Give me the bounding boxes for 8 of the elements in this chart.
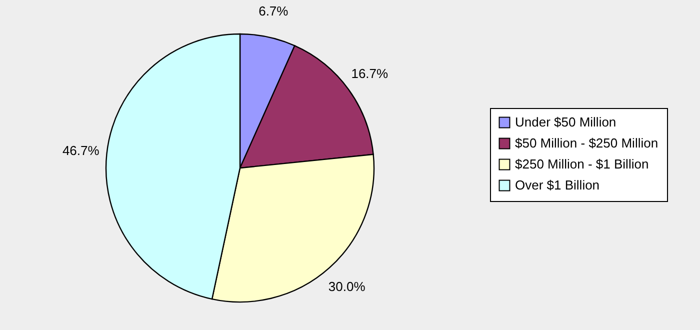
- data-label: 30.0%: [328, 279, 366, 294]
- legend-label: $50 Million - $250 Million: [515, 136, 658, 150]
- data-label: 6.7%: [258, 4, 289, 19]
- data-label: 16.7%: [351, 66, 389, 82]
- legend-label: $250 Million - $1 Billion: [515, 156, 649, 172]
- data-label: 46.7%: [62, 143, 100, 158]
- legend-label: Under $50 Million: [515, 114, 616, 130]
- legend-label: Over $1 Billion: [515, 178, 600, 192]
